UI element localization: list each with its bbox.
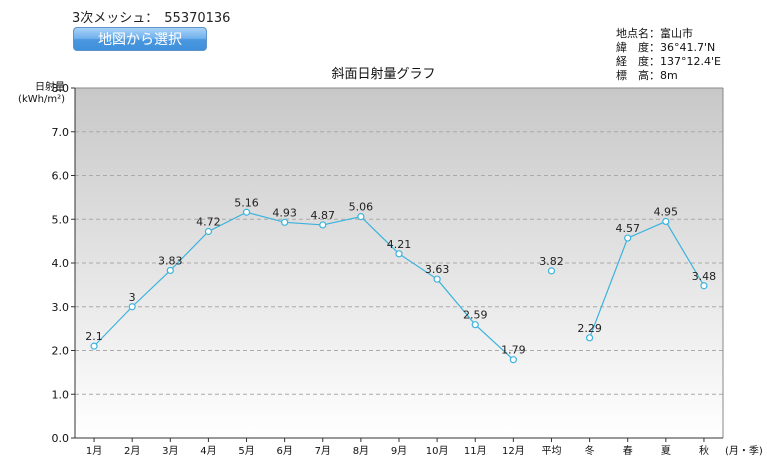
data-label: 5.16 xyxy=(234,196,259,209)
data-point xyxy=(281,218,289,226)
x-tick-label: 6月 xyxy=(276,445,292,457)
y-axis-label: 日射量 (kWh/m²) xyxy=(5,82,65,106)
data-label: 3.48 xyxy=(692,270,717,283)
data-label: 4.87 xyxy=(311,209,336,222)
y-tick-label: 3.0 xyxy=(52,301,70,314)
y-tick-label: 8.0 xyxy=(52,82,70,95)
data-point xyxy=(128,303,136,311)
y-tick-label: 7.0 xyxy=(52,126,70,139)
elevation-value: 8m xyxy=(660,69,678,82)
chart-title: 斜面日射量グラフ xyxy=(331,67,436,82)
data-point xyxy=(547,267,556,275)
x-tick-label: 春 xyxy=(623,445,633,457)
x-tick-label: 5月 xyxy=(238,445,254,457)
latitude-value: 36°41.7'N xyxy=(660,41,716,54)
y-tick-label: 6.0 xyxy=(52,170,70,183)
data-label: 2.59 xyxy=(463,309,488,322)
y-tick-label: 5.0 xyxy=(52,213,70,226)
x-tick-label: 12月 xyxy=(502,445,525,457)
data-label: 5.06 xyxy=(349,201,374,214)
x-tick-label: 平均 xyxy=(541,445,561,457)
data-label: 4.93 xyxy=(272,206,297,219)
y-axis-unit: (kWh/m²) xyxy=(18,94,65,105)
elevation-row: 標 高：8m xyxy=(616,69,721,83)
x-tick-label: 9月 xyxy=(391,445,407,457)
x-tick-label: 1月 xyxy=(86,445,102,457)
x-tick-label: 11月 xyxy=(464,445,487,457)
data-point xyxy=(395,250,403,258)
elevation-label: 標 高： xyxy=(616,69,660,82)
x-tick-label: 秋 xyxy=(699,444,709,457)
data-label: 3.83 xyxy=(158,254,183,267)
data-point xyxy=(242,208,251,216)
data-point xyxy=(624,234,632,242)
data-point xyxy=(700,282,708,290)
series-line xyxy=(93,211,514,361)
x-tick-label: 2月 xyxy=(124,445,140,457)
data-point xyxy=(662,217,670,226)
x-tick-label: 7月 xyxy=(315,445,331,457)
y-axis-title: 日射量 xyxy=(35,82,65,93)
data-point xyxy=(166,266,174,275)
site-info: 地点名：富山市 緯 度：36°41.7'N 経 度：137°12.4'E 標 高… xyxy=(616,27,721,83)
x-axis-unit: (月・季) xyxy=(725,445,763,457)
data-point xyxy=(90,342,98,350)
select-from-map-button[interactable]: 地図から選択 xyxy=(73,27,207,51)
data-label: 3 xyxy=(129,291,136,304)
x-tick-label: 3月 xyxy=(162,445,178,457)
y-tick-label: 1.0 xyxy=(52,388,70,401)
site-name-label: 地点名： xyxy=(616,27,660,40)
latitude-label: 緯 度： xyxy=(616,41,660,54)
latitude-row: 緯 度：36°41.7'N xyxy=(616,41,721,55)
data-label: 3.63 xyxy=(425,263,450,276)
mesh-label: 3次メッシュ： 55370136 xyxy=(72,7,236,26)
data-label: 4.21 xyxy=(387,238,412,251)
site-name-value: 富山市 xyxy=(660,27,693,40)
data-point xyxy=(585,334,594,342)
x-tick-label: 8月 xyxy=(353,445,369,457)
data-label: 4.95 xyxy=(654,205,679,218)
x-tick-label: 4月 xyxy=(200,445,216,457)
data-point xyxy=(319,221,327,229)
y-tick-label: 0.0 xyxy=(52,432,70,445)
data-label: 1.79 xyxy=(501,344,526,357)
x-tick-label: 10月 xyxy=(426,445,449,457)
data-point xyxy=(471,321,479,329)
series-line xyxy=(589,220,705,339)
data-label: 4.72 xyxy=(196,216,221,229)
data-point xyxy=(509,356,517,364)
x-tick-label: 夏 xyxy=(661,445,671,457)
mesh-label-text: 3次メッシュ： xyxy=(72,11,159,26)
longitude-value: 137°12.4'E xyxy=(660,55,721,68)
x-tick-label: 冬 xyxy=(585,444,595,457)
y-tick-label: 2.0 xyxy=(52,345,70,358)
longitude-label: 経 度： xyxy=(616,55,660,68)
data-point xyxy=(433,275,441,283)
data-label: 4.57 xyxy=(615,222,640,235)
y-tick-label: 4.0 xyxy=(52,257,70,270)
site-name-row: 地点名：富山市 xyxy=(616,27,721,41)
data-label: 2.1 xyxy=(85,330,103,343)
data-point xyxy=(204,227,213,236)
data-label: 2.29 xyxy=(577,322,602,335)
data-label: 3.82 xyxy=(539,255,564,268)
mesh-code: 55370136 xyxy=(164,11,231,26)
longitude-row: 経 度：137°12.4'E xyxy=(616,55,721,69)
data-point xyxy=(357,213,365,221)
